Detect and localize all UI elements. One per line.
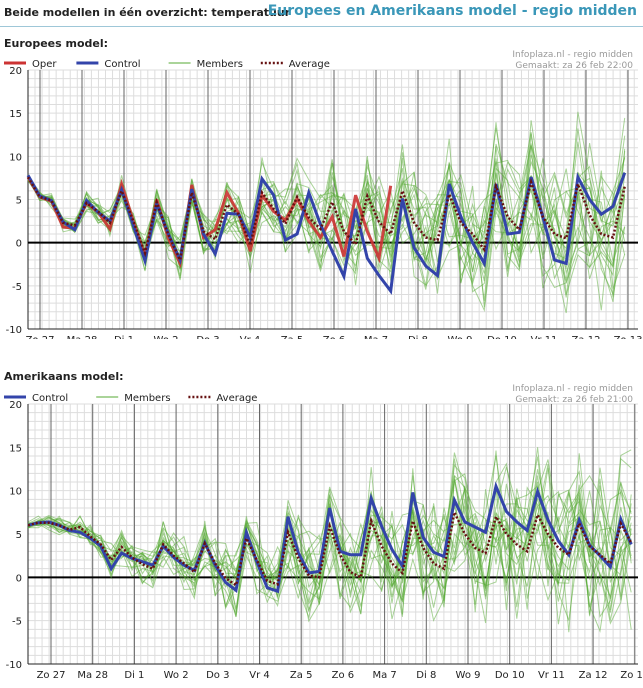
x-tick-label: Zo 13: [614, 335, 643, 339]
legend-label-members: Members: [197, 59, 243, 70]
x-tick-label: Wo 9: [448, 335, 473, 339]
x-tick-label: Do 10: [487, 335, 517, 339]
y-tick-label: 20: [9, 66, 22, 77]
legend-label-average: Average: [216, 393, 257, 404]
x-tick-label: Wo 2: [154, 335, 179, 339]
x-tick-label: Di 8: [408, 335, 428, 339]
source-label: Infoplaza.nl - regio midden: [512, 50, 633, 60]
x-tick-label: Za 5: [290, 670, 313, 681]
y-tick-label: 15: [9, 109, 22, 120]
control-series-line: [27, 481, 633, 594]
legend-label-average: Average: [289, 59, 330, 70]
x-tick-label: Do 3: [196, 335, 219, 339]
amerikaans-chart: Zo 27 Ma 28 Di 1 Wo 2 Do 3 Vr 4 Za 5 Zo 6 Ma 7 Di…: [4, 384, 643, 681]
y-tick-label: -5: [12, 617, 22, 628]
y-tick-label: 10: [9, 487, 22, 498]
x-tick-label: Zo 27: [26, 335, 55, 339]
members-series-line: [27, 457, 632, 623]
amerikaans-title: Amerikaans model:: [4, 370, 124, 383]
legend-label-oper: Oper: [32, 59, 57, 70]
x-tick-label: Za 12: [579, 670, 608, 681]
legend-label-control: Control: [32, 393, 68, 404]
members-series-line: [27, 159, 626, 264]
x-tick-label: Ma 28: [77, 670, 108, 681]
x-tick-label: Do 3: [206, 670, 229, 681]
page-header: Beide modellen in één overzicht: tempera…: [0, 0, 643, 27]
y-tick-label: -10: [6, 325, 22, 336]
page-subtitle: Europees en Amerikaans model - regio mid…: [267, 3, 637, 19]
made-label: Gemaakt: za 26 feb 21:00: [515, 395, 633, 405]
x-tick-label: Di 1: [124, 670, 144, 681]
x-tick-label: Di 1: [114, 335, 134, 339]
members-series-line: [27, 447, 632, 609]
x-tick-label: Ma 28: [67, 335, 98, 339]
x-tick-label: Za 5: [281, 335, 304, 339]
y-tick-label: -10: [6, 660, 22, 671]
y-tick-label: 10: [9, 152, 22, 163]
members-series-line: [27, 470, 632, 593]
page-title: Beide modellen in één overzicht: tempera…: [4, 6, 291, 19]
x-tick-label: Ma 7: [372, 670, 396, 681]
y-tick-label: 0: [16, 573, 22, 584]
x-tick-label: Zo 27: [37, 670, 66, 681]
x-tick-label: Ma 7: [364, 335, 388, 339]
y-tick-label: -5: [12, 282, 22, 293]
x-tick-label: Zo 6: [332, 670, 355, 681]
x-tick-label: Vr 11: [531, 335, 558, 339]
average-series-line: [26, 176, 626, 265]
x-tick-label: Za 12: [572, 335, 601, 339]
europees-chart: Zo 27 Ma 28 Di 1 Wo 2 Do 3 Vr 4 Za 5 Zo 6 Ma 7 Di…: [4, 50, 643, 339]
made-label: Gemaakt: za 26 feb 22:00: [515, 61, 633, 71]
y-tick-label: 5: [16, 196, 22, 207]
y-tick-label: 5: [16, 530, 22, 541]
y-tick-label: 0: [16, 239, 22, 250]
source-label: Infoplaza.nl - regio midden: [512, 384, 633, 394]
x-tick-label: Zo 13: [620, 670, 643, 681]
legend-label-members: Members: [124, 393, 170, 404]
average-series-line: [27, 508, 633, 588]
legend-label-control: Control: [104, 59, 140, 70]
y-tick-label: 20: [9, 400, 22, 411]
x-tick-label: Zo 6: [323, 335, 346, 339]
x-tick-label: Wo 9: [456, 670, 481, 681]
x-tick-label: Vr 11: [538, 670, 565, 681]
x-tick-label: Do 10: [495, 670, 525, 681]
x-tick-label: Di 8: [416, 670, 436, 681]
x-tick-label: Wo 2: [164, 670, 189, 681]
x-tick-label: Vr 4: [240, 335, 261, 339]
header-divider: [0, 26, 643, 27]
x-tick-label: Vr 4: [249, 670, 270, 681]
y-tick-label: 15: [9, 443, 22, 454]
europees-title: Europees model:: [4, 37, 109, 50]
